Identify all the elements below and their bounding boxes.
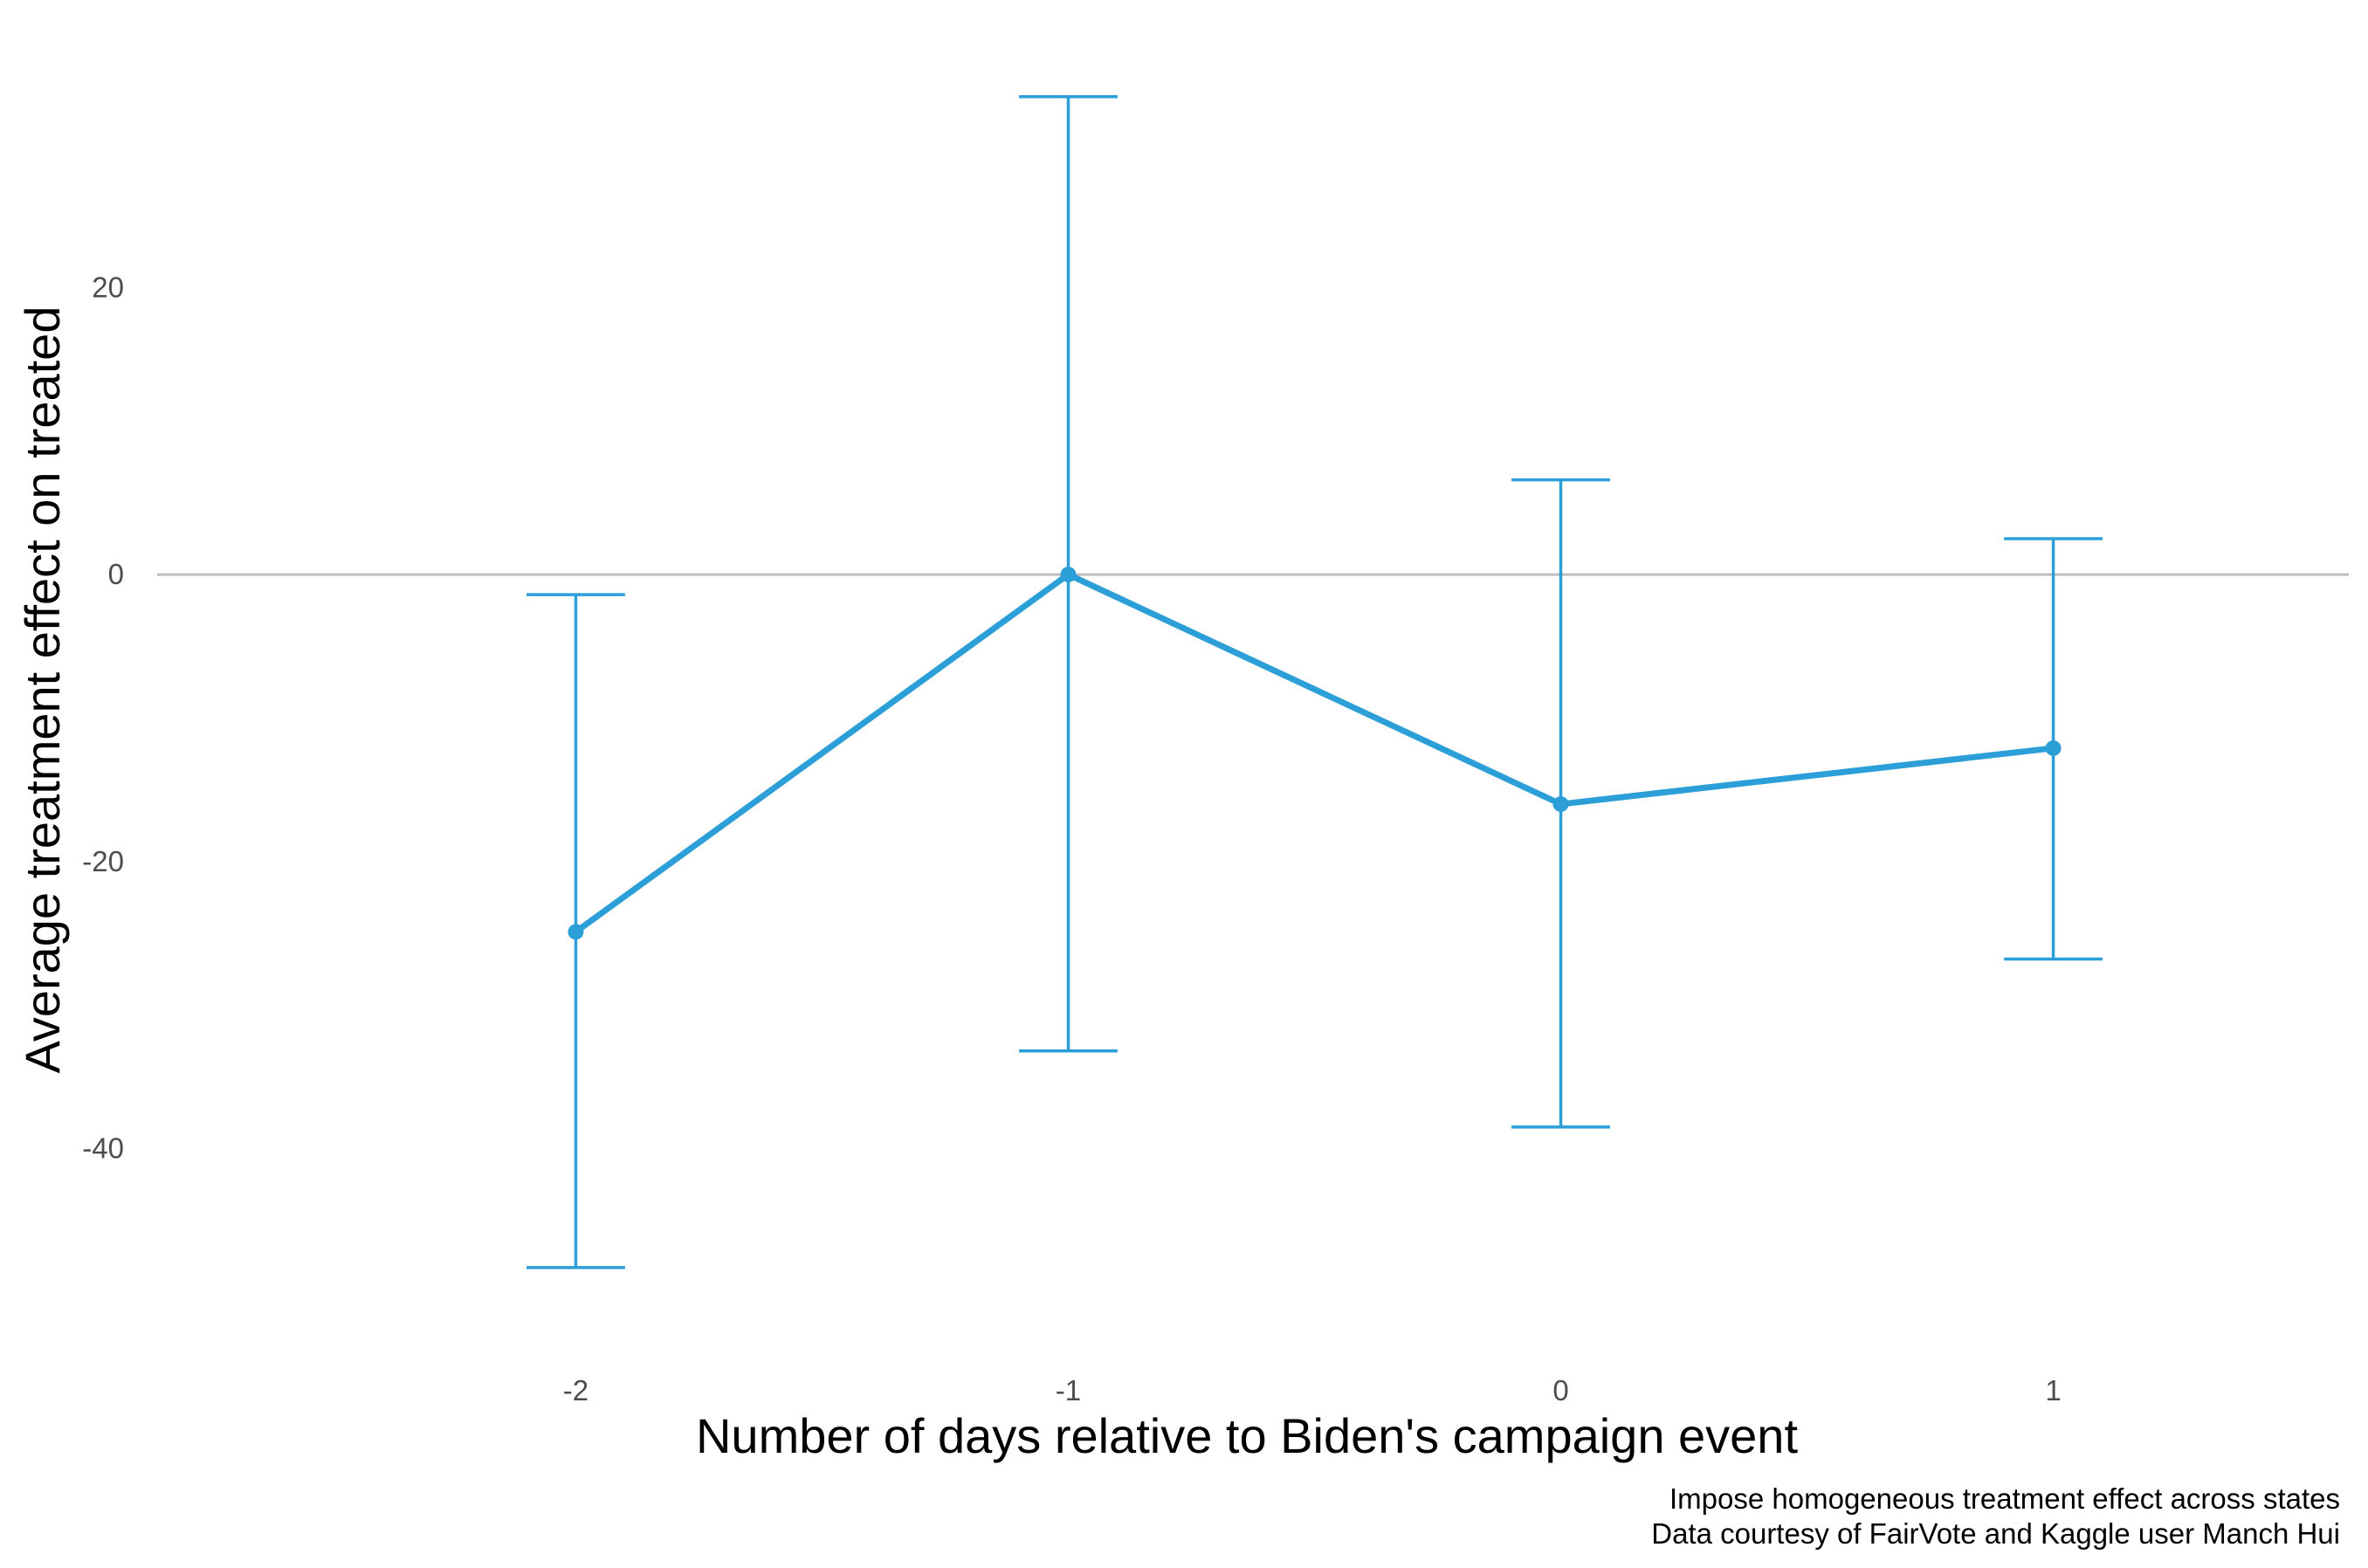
y-tick-label: 0	[108, 558, 124, 590]
data-point	[2045, 739, 2062, 756]
x-tick-label: 0	[1552, 1374, 1568, 1406]
data-point	[568, 924, 584, 940]
y-tick-label: -20	[82, 845, 124, 877]
chart-marks	[527, 95, 2103, 1269]
x-tick-label: -1	[1056, 1374, 1081, 1406]
caption-line-2: Data courtesy of FairVote and Kaggle use…	[1651, 1517, 2340, 1550]
y-tick-label: -40	[82, 1131, 124, 1164]
x-tick-label: 1	[2045, 1374, 2061, 1406]
x-tick-label: -2	[563, 1374, 589, 1406]
data-point	[1552, 796, 1569, 813]
y-axis-title: Average treatment effect on treated	[15, 306, 70, 1074]
series-line	[572, 571, 2057, 935]
y-tick-label: 20	[92, 271, 124, 303]
tick-labels: 20 0 -20 -40 -2 -1 0 1	[82, 271, 2061, 1406]
caption-line-1: Impose homogeneous treatment effect acro…	[1669, 1482, 2340, 1515]
x-axis-title: Number of days relative to Biden's campa…	[696, 1408, 1798, 1463]
data-point	[1060, 567, 1077, 583]
